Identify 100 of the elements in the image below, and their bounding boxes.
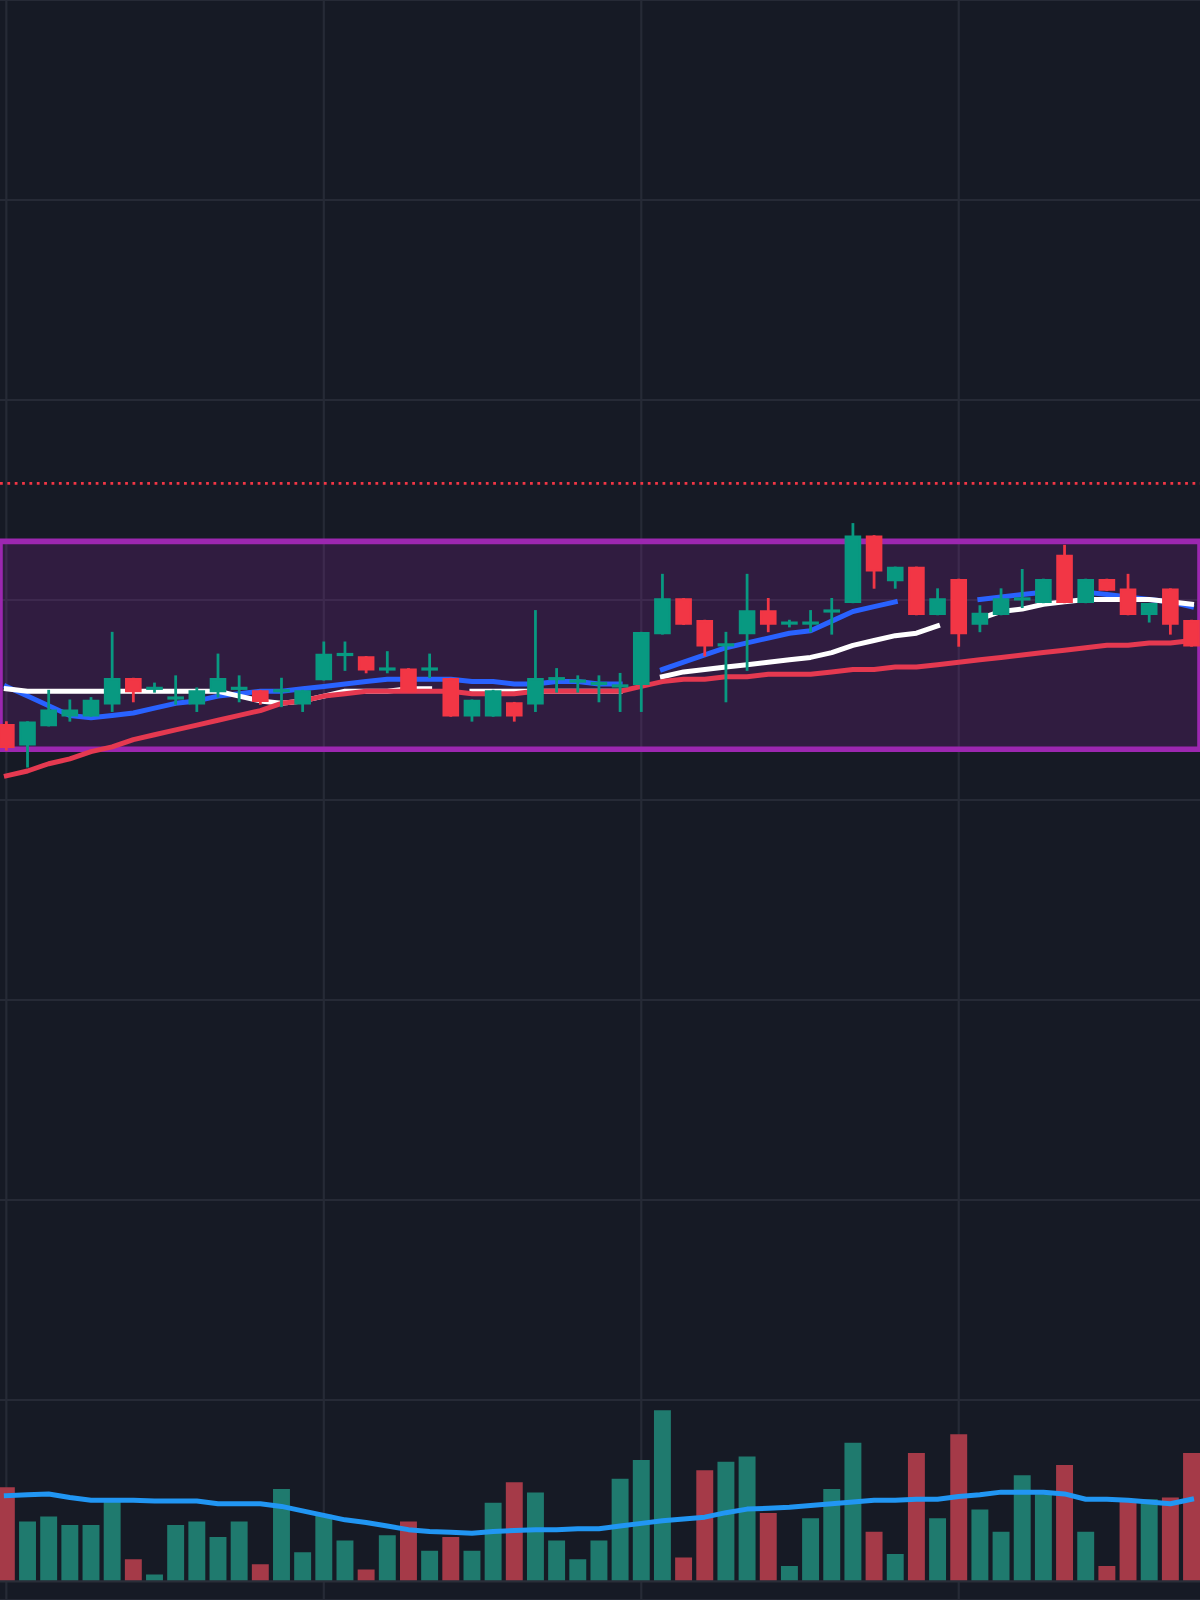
- candlestick: [442, 677, 460, 717]
- candlestick: [1162, 588, 1179, 635]
- bar: [1140, 1499, 1158, 1582]
- bar: [780, 1566, 798, 1582]
- candlestick: [675, 598, 692, 625]
- bar: [526, 1492, 544, 1582]
- bar: [442, 1536, 460, 1582]
- candlestick: [230, 675, 248, 703]
- bar: [1077, 1531, 1095, 1582]
- candlestick: [908, 566, 925, 616]
- bar: [230, 1521, 248, 1582]
- candlestick: [1119, 573, 1137, 616]
- bar: [696, 1470, 714, 1582]
- candlestick: [188, 687, 206, 712]
- bar: [1056, 1465, 1074, 1582]
- candlestick: [823, 598, 841, 635]
- candlestick: [717, 631, 735, 703]
- bar: [1098, 1566, 1116, 1582]
- bar: [653, 1410, 671, 1582]
- bar: [1161, 1497, 1179, 1582]
- bar: [738, 1456, 756, 1582]
- bar: [675, 1557, 693, 1582]
- candlestick: [40, 689, 57, 727]
- candlestick: [590, 675, 608, 703]
- candlestick: [1035, 578, 1052, 604]
- candlestick: [146, 682, 163, 693]
- candlestick: [463, 699, 481, 722]
- bar: [124, 1559, 142, 1582]
- bar: [0, 1487, 15, 1582]
- bar: [40, 1516, 58, 1582]
- bar: [505, 1482, 523, 1582]
- bar: [167, 1524, 185, 1582]
- candlestick: [865, 535, 883, 589]
- candlestick: [886, 566, 904, 589]
- candlestick: [0, 721, 15, 751]
- candlestick: [527, 610, 544, 712]
- candlestick: [1056, 544, 1073, 604]
- candlestick: [971, 605, 989, 633]
- bar: [548, 1540, 566, 1582]
- candlestick: [696, 619, 714, 657]
- bar: [823, 1489, 841, 1582]
- bar: [294, 1552, 312, 1582]
- bar: [844, 1442, 862, 1582]
- bar: [82, 1524, 100, 1582]
- bar: [1183, 1453, 1200, 1582]
- bar: [336, 1540, 354, 1582]
- bar: [717, 1461, 735, 1582]
- bar: [950, 1434, 968, 1582]
- bar: [251, 1564, 269, 1582]
- bar: [611, 1478, 629, 1582]
- bar: [907, 1453, 925, 1582]
- bar: [759, 1513, 777, 1582]
- candlestick: [336, 641, 354, 671]
- candlestick: [294, 689, 311, 712]
- bar: [992, 1531, 1010, 1582]
- candlestick: [738, 573, 756, 671]
- bar: [484, 1502, 502, 1582]
- bar: [421, 1550, 439, 1582]
- candlestick: [315, 641, 333, 681]
- bar: [590, 1540, 608, 1582]
- bar: [1119, 1499, 1137, 1582]
- bar: [188, 1521, 206, 1582]
- candlestick: [273, 677, 290, 708]
- bar: [971, 1509, 989, 1582]
- candlestick: [1183, 619, 1200, 647]
- candlestick: [992, 588, 1010, 616]
- bar: [802, 1518, 820, 1582]
- bar: [273, 1489, 290, 1582]
- candlestick: [654, 573, 671, 635]
- candlestick: [569, 675, 587, 693]
- bar: [209, 1536, 227, 1582]
- candlestick: [209, 653, 227, 698]
- candlestick: [484, 689, 502, 717]
- bar: [1034, 1494, 1052, 1582]
- candlestick: [611, 672, 629, 712]
- candlestick: [400, 668, 417, 693]
- candlestick: [61, 699, 79, 722]
- bar: [19, 1521, 36, 1582]
- candlestick: [548, 668, 565, 693]
- bar: [357, 1569, 375, 1582]
- bar: [569, 1559, 587, 1582]
- candlestick: [125, 677, 142, 703]
- bar: [1013, 1475, 1031, 1582]
- bar: [378, 1535, 396, 1582]
- candlestick: [103, 631, 121, 712]
- candlestick: [802, 610, 819, 633]
- candlestick: [421, 653, 438, 679]
- bar: [865, 1531, 883, 1582]
- candlestick: [929, 588, 946, 616]
- bar: [929, 1518, 947, 1582]
- bar: [103, 1501, 121, 1582]
- candlestick: [1013, 569, 1031, 609]
- candlestick: [379, 651, 396, 674]
- candlestick: [1077, 578, 1095, 604]
- candlestick: [167, 675, 184, 705]
- bar: [61, 1524, 79, 1582]
- bar: [886, 1554, 904, 1582]
- bar: [632, 1459, 650, 1582]
- candlestick: [759, 598, 777, 633]
- bar: [463, 1550, 481, 1582]
